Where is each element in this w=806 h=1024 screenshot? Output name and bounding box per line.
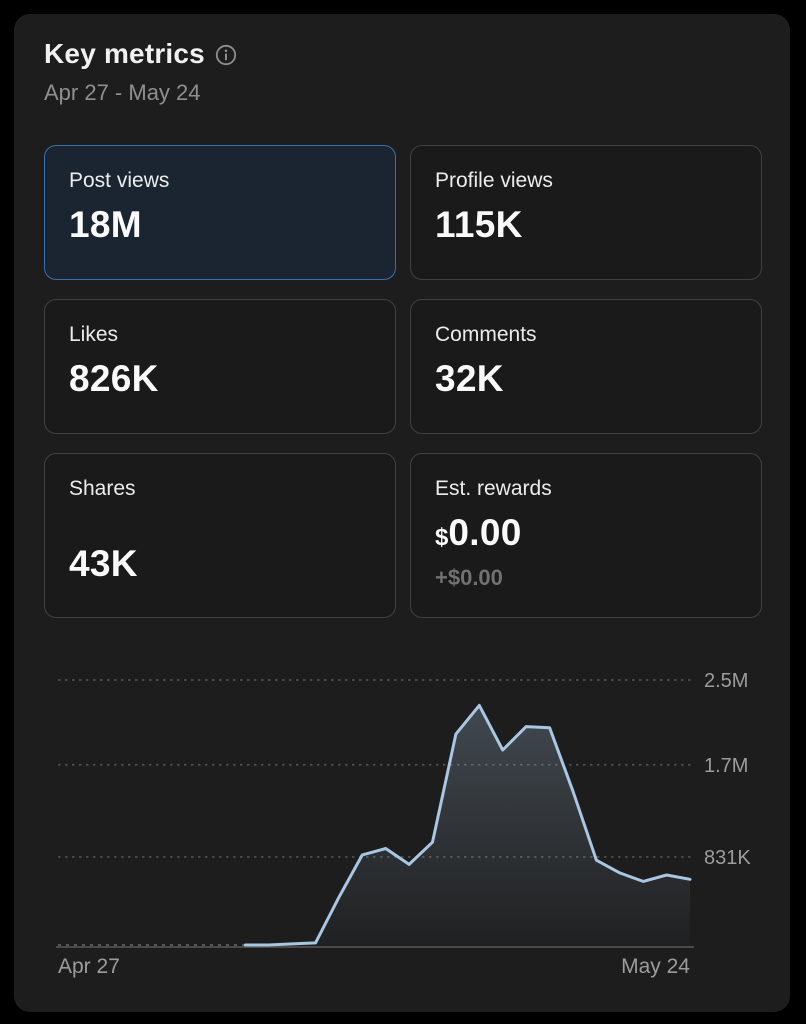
card-value: $0.00 — [435, 512, 522, 553]
metric-cards: Post views 18M Profile views 115K Likes … — [44, 145, 762, 618]
card-likes[interactable]: Likes 826K — [44, 299, 396, 434]
card-label: Post views — [69, 169, 170, 192]
card-est-rewards[interactable]: Est. rewards $0.00 +$0.00 — [410, 453, 762, 618]
card-shares[interactable]: Shares 43K — [44, 453, 396, 618]
svg-text:831K: 831K — [704, 847, 751, 869]
card-comments[interactable]: Comments 32K — [410, 299, 762, 434]
views-chart[interactable]: 2.5M 1.7M 831K Apr 27 May 24 — [56, 640, 796, 985]
card-label: Profile views — [435, 169, 553, 192]
card-value: 18M — [69, 204, 142, 245]
date-range: Apr 27 - May 24 — [44, 80, 201, 105]
card-label: Likes — [69, 323, 119, 346]
page-title: Key metrics — [44, 38, 205, 69]
card-label: Est. rewards — [435, 477, 552, 500]
card-label: Shares — [69, 477, 136, 500]
svg-text:2.5M: 2.5M — [704, 670, 748, 692]
key-metrics-panel: Key metrics Apr 27 - May 24 Post views 1… — [14, 14, 790, 1012]
currency-symbol: $ — [435, 524, 449, 551]
card-value: 826K — [69, 358, 159, 399]
card-value: 115K — [435, 204, 523, 245]
svg-text:May 24: May 24 — [621, 955, 690, 978]
info-icon[interactable] — [215, 44, 237, 66]
svg-text:Apr 27: Apr 27 — [58, 955, 120, 978]
card-subvalue: +$0.00 — [435, 565, 503, 590]
chart-area: 2.5M 1.7M 831K Apr 27 May 24 — [56, 640, 796, 985]
header: Key metrics Apr 27 - May 24 — [44, 38, 237, 106]
card-label: Comments — [435, 323, 537, 346]
svg-text:1.7M: 1.7M — [704, 755, 748, 777]
card-value: 32K — [435, 358, 504, 399]
card-post-views[interactable]: Post views 18M — [44, 145, 396, 280]
card-profile-views[interactable]: Profile views 115K — [410, 145, 762, 280]
card-value: 43K — [69, 543, 138, 584]
